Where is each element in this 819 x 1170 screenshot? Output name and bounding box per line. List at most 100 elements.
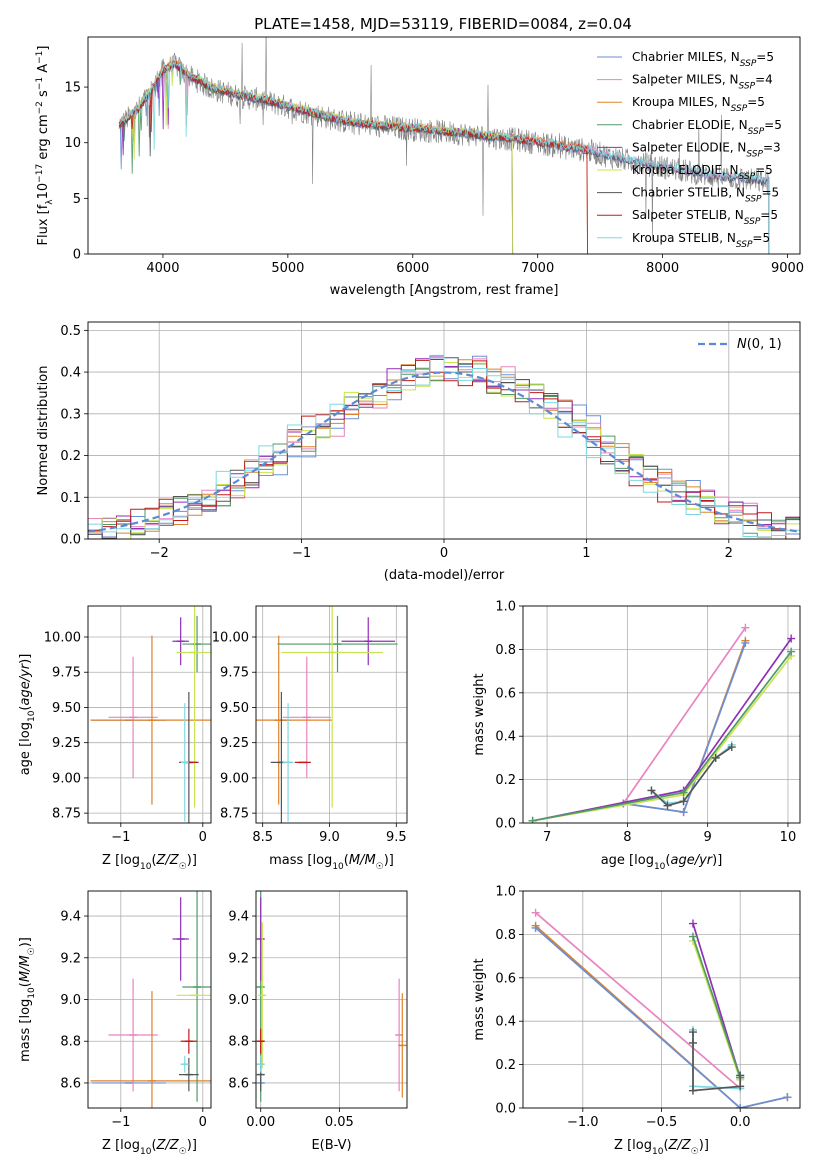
x-axis-label: Z [log10(Z/Z☉)] bbox=[102, 1138, 197, 1157]
y-tick-label: 0.0 bbox=[495, 1102, 516, 1117]
legend-label-chabrier_miles: Chabrier MILES, NSSP=5 bbox=[632, 50, 774, 69]
point-marker bbox=[783, 1093, 792, 1102]
y-tick-label: 0.2 bbox=[495, 773, 516, 788]
point-marker bbox=[688, 1028, 697, 1037]
errorbar-kroupa_miles bbox=[398, 993, 407, 1098]
series-line bbox=[535, 912, 741, 1090]
axes-age_vs_mass: 8.5 9.0 9.5 8.75 9.00 9.25 9.50 9.75 10.00 mass [… bbox=[212, 605, 408, 872]
point-marker bbox=[736, 1104, 745, 1108]
series-salpeter_elodie bbox=[688, 919, 745, 1082]
y-tick-label: 0.0 bbox=[495, 817, 516, 832]
x-tick-label: 0.05 bbox=[325, 1115, 354, 1130]
axes-frame bbox=[522, 890, 801, 1109]
series-chabrier_miles bbox=[531, 923, 792, 1108]
y-tick-label: 1.0 bbox=[495, 885, 516, 900]
y-tick-label: 9.2 bbox=[60, 951, 81, 966]
errorbars bbox=[90, 606, 211, 823]
y-tick-label: 0.6 bbox=[495, 686, 516, 701]
legend-label-kroupa_miles: Kroupa MILES, NSSP=5 bbox=[632, 95, 765, 114]
axes-frame bbox=[87, 321, 801, 540]
errorbar-salpeter_elodie bbox=[172, 617, 189, 666]
legend: Chabrier MILES, NSSP=5 Salpeter MILES, NS… bbox=[597, 50, 782, 250]
y-tick-label: 9.25 bbox=[52, 736, 81, 751]
model-spectrum-kroupa_miles bbox=[118, 60, 588, 254]
model-spectrum-salpeter_elodie bbox=[118, 60, 514, 254]
weight-lines bbox=[531, 908, 792, 1108]
point-marker bbox=[727, 743, 736, 752]
errorbar-salpeter_elodie bbox=[341, 617, 395, 666]
y-tick-label: 8.8 bbox=[228, 1035, 249, 1050]
x-tick-label: −1 bbox=[111, 830, 130, 845]
x-axis-label: age [log10(age/yr)] bbox=[601, 853, 723, 872]
axes-age_vs_z: −1 0 8.75 9.00 9.25 9.50 9.75 10.00 Z [log10(Z/Z… bbox=[18, 605, 212, 872]
y-tick-label: 10.00 bbox=[44, 631, 81, 646]
x-tick-label: −0.5 bbox=[646, 1115, 678, 1130]
x-tick-label: 0 bbox=[199, 830, 207, 845]
point-marker bbox=[688, 1038, 697, 1047]
x-tick-label: −1.0 bbox=[567, 1115, 599, 1130]
errorbar-chabrier_elodie bbox=[182, 891, 211, 1102]
errorbar-kroupa_stelib bbox=[180, 1055, 189, 1073]
point-marker bbox=[688, 1086, 697, 1095]
x-tick-label: 0 bbox=[440, 546, 448, 561]
legend-label-salpeter_stelib: Salpeter STELIB, NSSP=5 bbox=[632, 208, 778, 227]
series-line bbox=[623, 642, 747, 814]
x-tick-label: 7000 bbox=[521, 261, 554, 276]
series-chabrier_stelib bbox=[688, 1028, 745, 1095]
series-line bbox=[532, 638, 792, 822]
errorbar-chabrier_elodie bbox=[277, 615, 398, 673]
x-axis-label: mass [log10(M/M☉)] bbox=[269, 853, 394, 872]
y-tick-label: 10 bbox=[64, 136, 81, 151]
y-tick-label: 0.8 bbox=[495, 643, 516, 658]
y-tick-label: 9.00 bbox=[52, 771, 81, 786]
series-line bbox=[623, 640, 747, 814]
y-tick-label: 9.2 bbox=[228, 951, 249, 966]
errorbar-salpeter_stelib bbox=[180, 1028, 198, 1054]
axes-mass_vs_z: −1 0 8.6 8.8 9.0 9.2 9.4 Z [log10(Z/Z☉)] mass [l… bbox=[18, 890, 212, 1157]
point-marker bbox=[787, 647, 796, 656]
y-tick-label: 9.75 bbox=[220, 666, 249, 681]
x-tick-label: 5000 bbox=[271, 261, 304, 276]
x-tick-label: 0 bbox=[199, 1115, 207, 1130]
point-marker bbox=[679, 788, 688, 797]
normal-curve bbox=[88, 371, 800, 533]
axes-frame bbox=[87, 890, 212, 1109]
axes-frame bbox=[87, 605, 212, 824]
x-tick-label: 6000 bbox=[396, 261, 429, 276]
y-axis-label: mass weight bbox=[472, 958, 487, 1040]
x-tick-label: 1 bbox=[582, 546, 590, 561]
legend: N(0, 1) bbox=[698, 337, 782, 352]
y-tick-label: 15 bbox=[64, 81, 81, 96]
y-tick-label: 9.0 bbox=[60, 993, 81, 1008]
y-tick-label: 9.50 bbox=[52, 701, 81, 716]
axes-frame bbox=[87, 36, 801, 255]
x-tick-label: 8000 bbox=[646, 261, 679, 276]
errorbar-kroupa_miles bbox=[90, 635, 211, 805]
x-tick-label: 4000 bbox=[146, 261, 179, 276]
axes-mass_weight_vs_age: 7 8 9 10 0.0 0.2 0.4 0.6 0.8 1.0 age [log10(age/yr… bbox=[472, 600, 801, 872]
point-marker bbox=[679, 808, 688, 817]
series-chabrier_elodie bbox=[528, 647, 796, 823]
point-marker bbox=[741, 638, 750, 647]
errorbar-salpeter_miles bbox=[108, 978, 158, 1092]
y-tick-label: 0.6 bbox=[495, 971, 516, 986]
errorbar-kroupa_stelib bbox=[256, 1055, 265, 1073]
legend-label-salpeter_elodie: Salpeter ELODIE, NSSP=3 bbox=[632, 140, 781, 159]
x-tick-label: 9.0 bbox=[319, 830, 340, 845]
errorbar-chabrier_stelib bbox=[179, 1057, 199, 1092]
y-tick-label: 5 bbox=[73, 192, 81, 207]
errorbar-salpeter_stelib bbox=[256, 1028, 265, 1054]
y-tick-label: 8.75 bbox=[220, 807, 249, 822]
series-line bbox=[692, 936, 742, 1078]
model-spectrum-chabrier_elodie bbox=[118, 60, 514, 254]
x-tick-label: 9 bbox=[704, 830, 712, 845]
errorbars bbox=[90, 891, 211, 1108]
y-tick-label: 8.6 bbox=[60, 1076, 81, 1091]
errorbar-kroupa_elodie bbox=[176, 606, 211, 808]
legend-label-salpeter_miles: Salpeter MILES, NSSP=4 bbox=[632, 73, 773, 92]
x-tick-label: 9.5 bbox=[386, 830, 407, 845]
x-tick-label: −2 bbox=[150, 546, 169, 561]
errorbar-salpeter_elodie bbox=[172, 897, 189, 981]
y-tick-label: 8.6 bbox=[228, 1076, 249, 1091]
